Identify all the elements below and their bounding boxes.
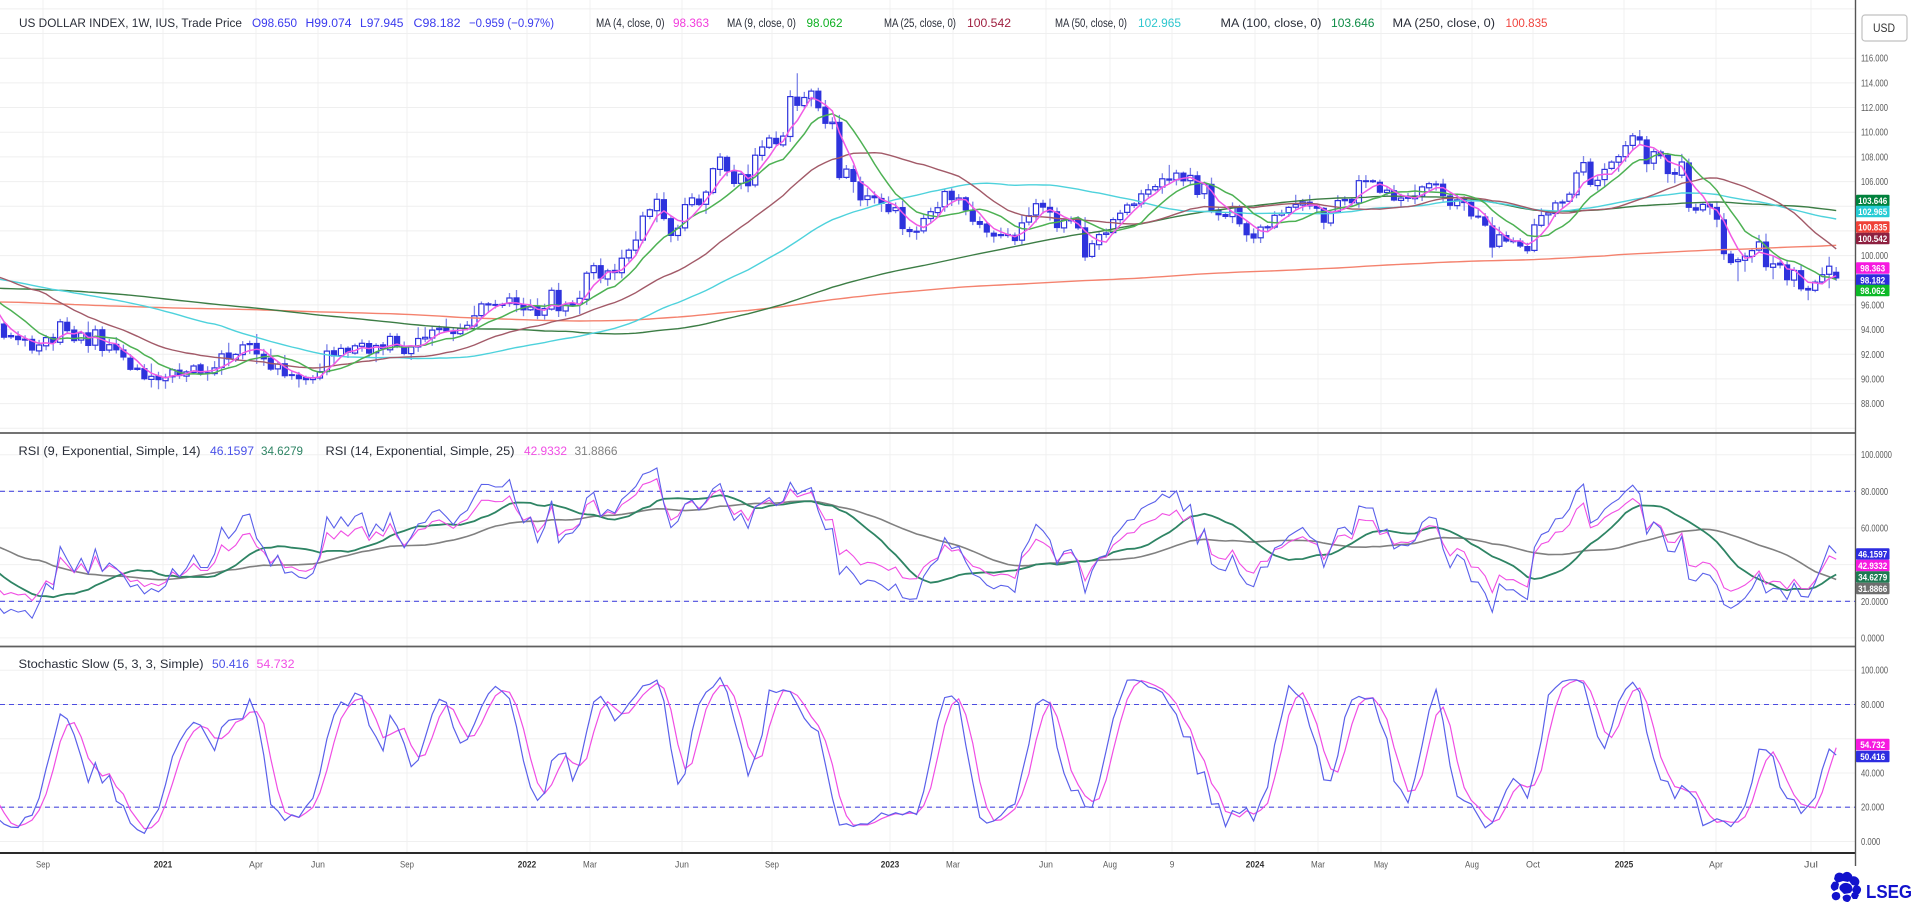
svg-text:106.000: 106.000 — [1861, 177, 1888, 188]
svg-text:Aug: Aug — [1103, 860, 1117, 870]
svg-text:Mar: Mar — [946, 860, 960, 870]
svg-text:100.835: 100.835 — [1506, 16, 1548, 30]
svg-text:0.0000: 0.0000 — [1861, 633, 1884, 644]
svg-text:31.8866: 31.8866 — [575, 444, 618, 458]
svg-text:96.000: 96.000 — [1861, 300, 1884, 311]
svg-text:102.965: 102.965 — [1138, 16, 1181, 30]
svg-text:Jun: Jun — [311, 860, 325, 870]
svg-text:MA (9, close, 0): MA (9, close, 0) — [727, 16, 796, 30]
svg-text:MA (50, close, 0): MA (50, close, 0) — [1055, 16, 1127, 30]
svg-text:54.732: 54.732 — [1860, 740, 1885, 751]
svg-text:31.8866: 31.8866 — [1858, 584, 1887, 595]
svg-text:May: May — [1374, 860, 1388, 870]
svg-text:98.062: 98.062 — [1860, 286, 1885, 297]
svg-text:0.000: 0.000 — [1861, 837, 1880, 848]
svg-text:Sep: Sep — [765, 860, 779, 870]
svg-text:H99.074: H99.074 — [306, 16, 352, 30]
svg-text:Jun: Jun — [675, 860, 689, 870]
svg-text:108.000: 108.000 — [1861, 152, 1888, 163]
svg-text:Jun: Jun — [1039, 860, 1053, 870]
svg-text:Sep: Sep — [400, 860, 414, 870]
svg-text:42.9332: 42.9332 — [1858, 561, 1887, 572]
svg-text:L97.945: L97.945 — [360, 16, 404, 30]
svg-text:94.000: 94.000 — [1861, 325, 1884, 336]
svg-text:Stochastic Slow (5, 3, 3, Simp: Stochastic Slow (5, 3, 3, Simple) — [19, 657, 204, 671]
svg-text:80.000: 80.000 — [1861, 700, 1884, 711]
svg-text:−0.959 (−0.97%): −0.959 (−0.97%) — [469, 16, 554, 30]
svg-text:US DOLLAR INDEX, 1W, IUS, Trad: US DOLLAR INDEX, 1W, IUS, Trade Price — [19, 16, 242, 30]
svg-text:Apr: Apr — [249, 860, 263, 870]
svg-text:114.000: 114.000 — [1861, 78, 1888, 89]
svg-text:Oct: Oct — [1526, 860, 1540, 870]
svg-text:MA (25, close, 0): MA (25, close, 0) — [884, 16, 956, 30]
svg-text:Jul: Jul — [1804, 860, 1818, 870]
svg-text:54.732: 54.732 — [257, 657, 295, 671]
svg-text:50.416: 50.416 — [1860, 752, 1885, 763]
svg-text:2024: 2024 — [1246, 860, 1265, 870]
svg-text:2022: 2022 — [518, 860, 537, 870]
svg-text:88.000: 88.000 — [1861, 399, 1884, 410]
svg-text:Apr: Apr — [1709, 860, 1723, 870]
svg-text:42.9332: 42.9332 — [524, 444, 567, 458]
svg-text:100.542: 100.542 — [967, 16, 1011, 30]
svg-text:2021: 2021 — [154, 860, 173, 870]
svg-text:20.0000: 20.0000 — [1861, 597, 1888, 608]
svg-text:112.000: 112.000 — [1861, 103, 1888, 114]
svg-text:2023: 2023 — [881, 860, 900, 870]
svg-text:103.646: 103.646 — [1331, 16, 1375, 30]
svg-text:9: 9 — [1170, 860, 1175, 870]
svg-text:110.000: 110.000 — [1861, 128, 1888, 139]
svg-text:MA (100, close, 0): MA (100, close, 0) — [1221, 16, 1322, 30]
svg-text:60.0000: 60.0000 — [1861, 523, 1888, 534]
svg-text:98.182: 98.182 — [1860, 275, 1885, 286]
svg-text:80.0000: 80.0000 — [1861, 487, 1888, 498]
svg-text:MA (4, close, 0): MA (4, close, 0) — [596, 16, 665, 30]
svg-text:102.965: 102.965 — [1858, 207, 1888, 218]
svg-text:RSI (14, Exponential, Simple,: RSI (14, Exponential, Simple, 25) — [326, 444, 515, 458]
svg-text:98.062: 98.062 — [807, 16, 843, 30]
svg-text:MA (250, close, 0): MA (250, close, 0) — [1393, 16, 1496, 30]
svg-text:34.6279: 34.6279 — [1858, 572, 1887, 583]
svg-text:C98.182: C98.182 — [414, 16, 461, 30]
svg-text:50.416: 50.416 — [212, 657, 249, 671]
svg-text:LSEG: LSEG — [1866, 882, 1912, 902]
svg-text:100.0000: 100.0000 — [1861, 450, 1892, 461]
svg-text:Aug: Aug — [1465, 860, 1479, 870]
svg-text:34.6279: 34.6279 — [261, 444, 303, 458]
svg-text:92.000: 92.000 — [1861, 350, 1884, 361]
svg-text:46.1597: 46.1597 — [1858, 549, 1887, 560]
svg-text:RSI (9, Exponential, Simple, 1: RSI (9, Exponential, Simple, 14) — [19, 444, 201, 458]
svg-text:46.1597: 46.1597 — [210, 444, 254, 458]
svg-text:98.363: 98.363 — [673, 16, 709, 30]
svg-text:100.000: 100.000 — [1861, 666, 1888, 677]
svg-text:116.000: 116.000 — [1861, 54, 1888, 65]
svg-text:100.000: 100.000 — [1861, 251, 1888, 262]
svg-text:103.646: 103.646 — [1858, 196, 1887, 207]
svg-text:98.363: 98.363 — [1860, 263, 1885, 274]
svg-text:20.000: 20.000 — [1861, 803, 1884, 814]
svg-text:USD: USD — [1873, 21, 1895, 35]
svg-text:O98.650: O98.650 — [252, 16, 297, 30]
svg-text:Sep: Sep — [36, 860, 50, 870]
svg-text:Mar: Mar — [1311, 860, 1325, 870]
svg-text:100.542: 100.542 — [1858, 234, 1887, 245]
svg-text:Mar: Mar — [583, 860, 597, 870]
svg-text:2025: 2025 — [1615, 860, 1634, 870]
svg-text:100.835: 100.835 — [1858, 222, 1888, 233]
svg-text:40.000: 40.000 — [1861, 768, 1884, 779]
svg-text:90.000: 90.000 — [1861, 374, 1884, 385]
